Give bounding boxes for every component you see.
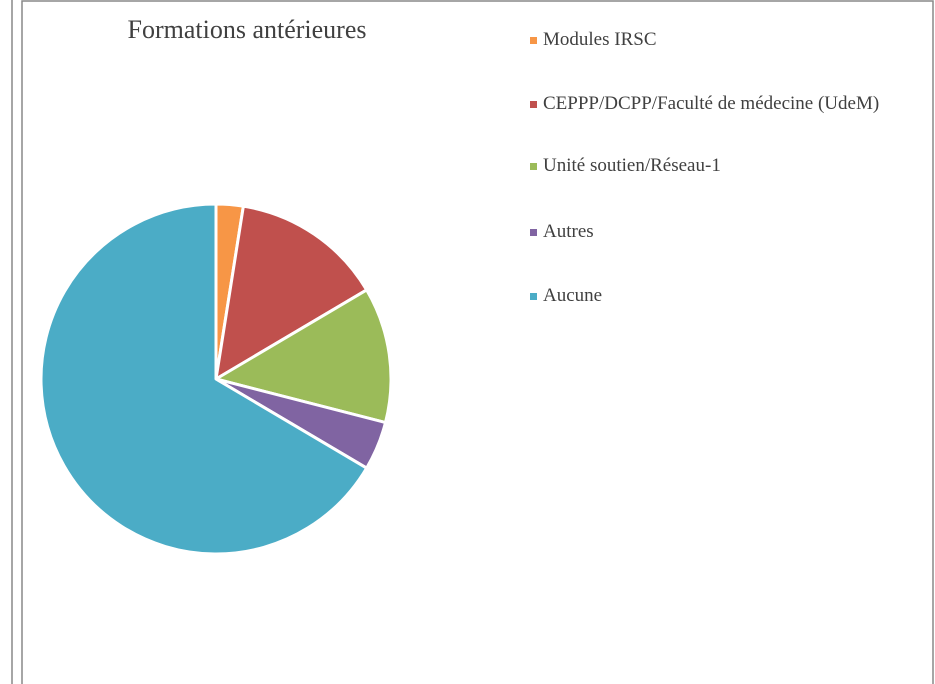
legend-swatch xyxy=(530,293,537,300)
legend-swatch xyxy=(530,163,537,170)
legend-label: Modules IRSC xyxy=(543,29,657,50)
chart-border xyxy=(21,0,934,684)
legend-swatch xyxy=(530,37,537,44)
legend-item: Modules IRSC xyxy=(530,28,920,52)
legend-item: Unité soutien/Réseau-1 xyxy=(530,154,920,178)
chart-title: Formations antérieures xyxy=(128,15,367,44)
pie xyxy=(39,202,393,556)
legend-swatch xyxy=(530,229,537,236)
legend-label: Unité soutien/Réseau-1 xyxy=(543,155,721,176)
pie-slice xyxy=(39,202,369,556)
legend-label: Autres xyxy=(543,221,594,242)
legend-label: Aucune xyxy=(543,285,603,306)
pie-slice xyxy=(214,204,369,381)
legend-item: CEPPP/DCPP/Faculté de médecine (UdeM) xyxy=(530,92,920,116)
legend-label: CEPPP/DCPP/Faculté de médecine (UdeM) xyxy=(543,93,880,114)
legend-item: Aucune xyxy=(530,284,920,308)
legend-swatch xyxy=(530,101,537,108)
legend-item: Autres xyxy=(530,220,920,244)
